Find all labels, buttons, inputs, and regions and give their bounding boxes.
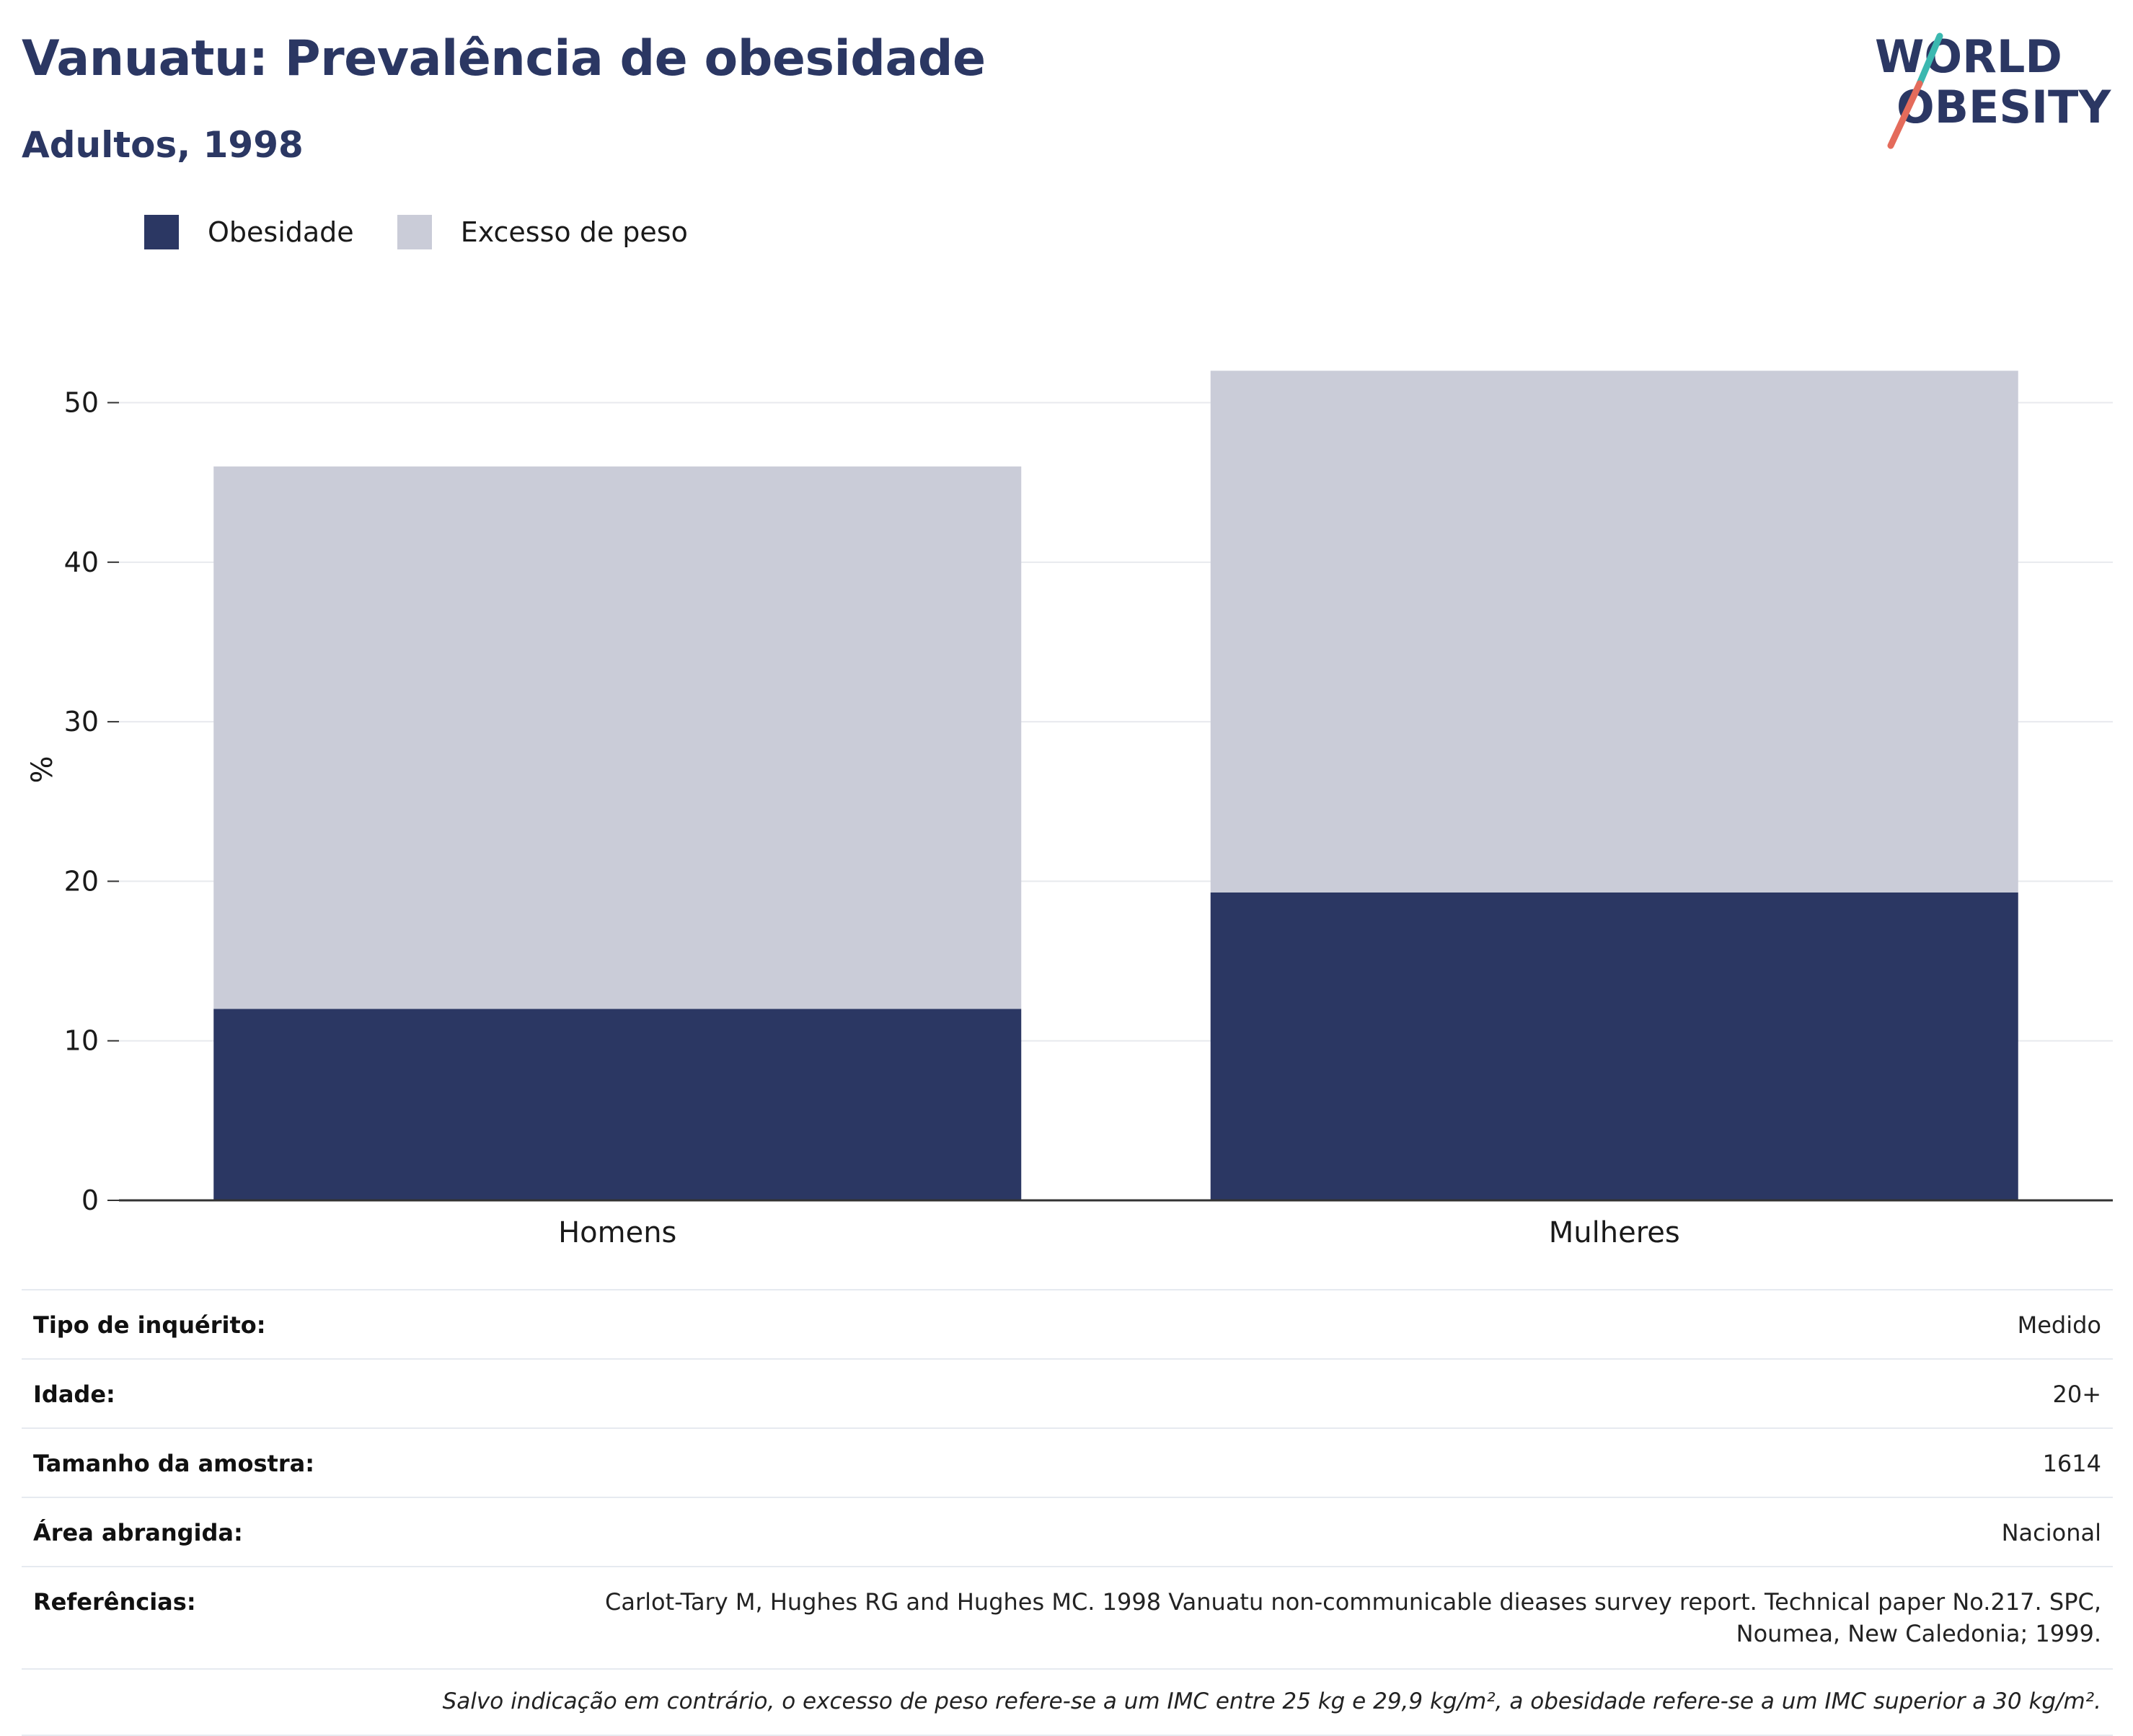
meta-value: 20+ (2052, 1381, 2101, 1408)
chart-legend: Obesidade Excesso de peso (144, 215, 731, 249)
legend-item-obesity[interactable]: Obesidade (144, 215, 354, 249)
page-title: Vanuatu: Prevalência de obesidade (22, 30, 986, 87)
svg-text:WORLD: WORLD (1875, 30, 2062, 83)
meta-value: Nacional (2001, 1519, 2101, 1546)
x-tick-label: Homens (558, 1216, 676, 1249)
y-tick-label: 20 (64, 865, 99, 897)
meta-label: Idade: (33, 1381, 115, 1408)
meta-row-area: Área abrangida: Nacional (22, 1497, 2113, 1566)
legend-label-obesity: Obesidade (208, 216, 354, 248)
bar-overweight-mulheres (1210, 371, 2018, 893)
legend-item-overweight[interactable]: Excesso de peso (397, 215, 688, 249)
y-tick-label: 0 (81, 1184, 99, 1216)
y-tick-label: 30 (64, 706, 99, 738)
meta-row-references: Referências: Carlot-Tary M, Hughes RG an… (22, 1566, 2113, 1668)
y-tick-label: 40 (64, 546, 99, 578)
axes: 0 10 20 30 40 50 Homens Mulheres% (26, 387, 2113, 1249)
references-text: Carlot-Tary M, Hughes RG and Hughes MC. … (605, 1588, 2101, 1647)
meta-label: Tamanho da amostra: (33, 1450, 314, 1477)
bar-chart: 0 10 20 30 40 50 Homens Mulheres% (26, 371, 2113, 1249)
y-tick-label: 10 (64, 1025, 99, 1057)
meta-label: Referências: (33, 1588, 196, 1616)
page-subtitle: Adultos, 1998 (22, 124, 304, 166)
meta-label: Tipo de inquérito: (33, 1311, 266, 1339)
bars (213, 371, 2018, 1200)
meta-label: Área abrangida: (33, 1519, 243, 1546)
legend-swatch-obesity (144, 215, 179, 249)
svg-text:OBESITY: OBESITY (1896, 81, 2111, 133)
y-axis-title: % (26, 756, 59, 783)
meta-row-age: Idade: 20+ (22, 1358, 2113, 1427)
world-obesity-logo: WORLD OBESITY (1875, 30, 2111, 149)
legend-swatch-overweight (397, 215, 432, 249)
survey-info-table: Tipo de inquérito: Medido Idade: 20+ Tam… (22, 1289, 2113, 1736)
bar-obesity-homens (213, 1009, 1022, 1200)
x-tick-label: Mulheres (1549, 1216, 1680, 1249)
legend-label-overweight: Excesso de peso (460, 216, 688, 248)
y-tick-label: 50 (64, 387, 99, 419)
meta-row-sample-size: Tamanho da amostra: 1614 (22, 1427, 2113, 1497)
bar-obesity-mulheres (1210, 892, 2018, 1200)
meta-row-survey-type: Tipo de inquérito: Medido (22, 1289, 2113, 1358)
bar-overweight-homens (213, 466, 1022, 1009)
definition-note: Salvo indicação em contrário, o excesso … (22, 1668, 2113, 1736)
meta-value: Medido (2017, 1311, 2101, 1339)
meta-value: 1614 (2042, 1450, 2101, 1477)
